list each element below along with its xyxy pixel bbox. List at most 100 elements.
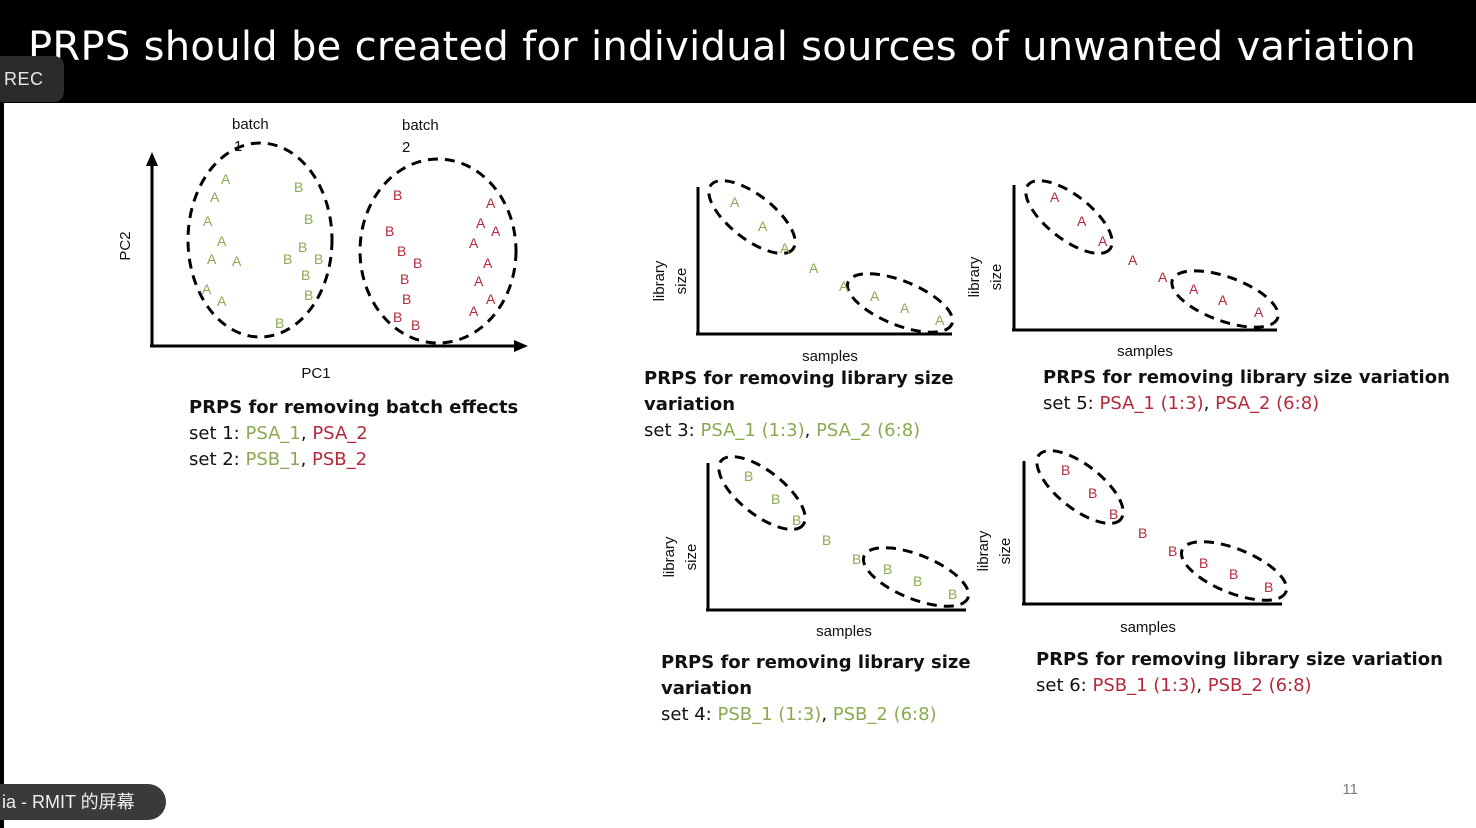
point-1: B <box>1061 462 1070 478</box>
point-A: A <box>207 251 217 267</box>
point-6: B <box>883 561 892 577</box>
set3-caption-heading-2: variation <box>644 394 736 415</box>
point-A: A <box>486 291 496 307</box>
batch1-ellipse <box>186 141 334 339</box>
recording-indicator[interactable]: REC <box>0 56 64 102</box>
point-A: A <box>491 223 501 239</box>
cluster-ellipse-1 <box>707 179 797 255</box>
y-axis-label-library: library <box>966 256 983 297</box>
point-B: B <box>393 187 402 203</box>
point-A: A <box>232 253 242 269</box>
point-5: A <box>839 278 849 294</box>
point-2: B <box>1088 485 1097 501</box>
set4-line: set 4: PSB_1 (1:3), PSB_2 (6:8) <box>661 704 937 725</box>
point-3: A <box>1098 233 1108 249</box>
sample-points: A A A A A A A A <box>730 194 945 328</box>
library-size-plot-set5: library size samples A A A A A A A A <box>966 179 1280 360</box>
x-axis-label: samples <box>1117 343 1173 360</box>
point-B: B <box>304 211 313 227</box>
batch-caption: PRPS for removing batch effects set 1: P… <box>189 395 518 473</box>
title-bar: PRPS should be created for individual so… <box>0 0 1476 103</box>
batch1-points: A A A A A A A A B B B B B B B B <box>202 171 323 331</box>
page-number: 11 <box>1342 781 1358 798</box>
point-A: A <box>217 293 227 309</box>
point-8: B <box>948 586 957 602</box>
set4-caption: PRPS for removing library size variation… <box>661 650 971 728</box>
library-size-plot-set3: library size samples A A A A A A A A <box>651 179 955 365</box>
point-B: B <box>397 243 406 259</box>
set6-psb1: PSB_1 (1:3) <box>1092 675 1197 696</box>
psa2-label: PSA_2 <box>312 423 368 444</box>
point-A: A <box>474 273 484 289</box>
cluster-ellipse-2 <box>1179 540 1289 602</box>
point-B: B <box>304 287 313 303</box>
set5-psa1: PSA_1 (1:3) <box>1099 393 1204 414</box>
library-size-plot-set4: library size samples B B B B B B B B <box>661 455 971 640</box>
x-axis-arrow <box>514 340 528 352</box>
point-4: A <box>1128 252 1138 268</box>
set3-psa2: PSA_2 (6:8) <box>816 420 921 441</box>
screen-share-label[interactable]: ia - RMIT 的屏幕 <box>0 784 166 820</box>
point-A: A <box>486 195 496 211</box>
point-6: A <box>1189 281 1199 297</box>
set6-caption: PRPS for removing library size variation… <box>1036 647 1443 699</box>
point-1: B <box>744 468 753 484</box>
psa1-label: PSA_1 <box>245 423 301 444</box>
set2-line: set 2: PSB_1, PSB_2 <box>189 447 518 473</box>
batch2-points: B B B B B B B B A A A A A A A A <box>385 187 501 333</box>
y-axis-label-size: size <box>997 538 1014 565</box>
point-4: B <box>1138 525 1147 541</box>
point-B: B <box>411 317 420 333</box>
point-1: A <box>1050 189 1060 205</box>
set3-psa1: PSA_1 (1:3) <box>700 420 805 441</box>
y-axis-label-library: library <box>975 530 992 571</box>
point-2: B <box>771 491 780 507</box>
point-3: B <box>792 512 801 528</box>
y-axis-label-library: library <box>651 260 668 301</box>
point-7: B <box>913 573 922 589</box>
point-B: B <box>400 271 409 287</box>
set5-psa2: PSA_2 (6:8) <box>1215 393 1320 414</box>
sample-points: B B B B B B B B <box>1061 462 1273 595</box>
set2-prefix: set 2: <box>189 449 246 470</box>
pc2-axis-label: PC2 <box>117 231 134 260</box>
batch2-label: batch <box>402 117 439 134</box>
x-axis-label: samples <box>816 623 872 640</box>
point-B: B <box>294 179 303 195</box>
slide-canvas: batch 1 batch 2 PC2 PC1 A A A A A A A A … <box>4 103 1476 828</box>
point-B: B <box>402 291 411 307</box>
point-4: A <box>809 260 819 276</box>
point-A: A <box>202 281 212 297</box>
batch1-label: batch <box>232 116 269 133</box>
point-A: A <box>210 189 220 205</box>
set3-line: set 3: PSA_1 (1:3), PSA_2 (6:8) <box>644 420 921 441</box>
set5-caption: PRPS for removing library size variation… <box>1043 365 1450 417</box>
point-5: B <box>852 551 861 567</box>
point-B: B <box>385 223 394 239</box>
set4-caption-heading-2: variation <box>661 678 753 699</box>
point-B: B <box>393 309 402 325</box>
x-axis-label: samples <box>802 348 858 365</box>
cluster-ellipse-2 <box>1170 269 1280 329</box>
y-axis-arrow <box>146 152 158 166</box>
set5-caption-heading: PRPS for removing library size variation <box>1043 367 1450 388</box>
cluster-ellipse-1 <box>717 455 807 531</box>
sample-points: A A A A A A A A <box>1050 189 1264 320</box>
y-axis-label-library: library <box>661 536 678 577</box>
set6-line: set 6: PSB_1 (1:3), PSB_2 (6:8) <box>1036 675 1312 696</box>
point-5: A <box>1158 269 1168 285</box>
set6-caption-heading: PRPS for removing library size variation <box>1036 649 1443 670</box>
set1-prefix: set 1: <box>189 423 246 444</box>
set4-psb1: PSB_1 (1:3) <box>717 704 822 725</box>
set3-caption-heading-1: PRPS for removing library size <box>644 368 954 389</box>
x-axis-label: samples <box>1120 619 1176 636</box>
library-size-plot-set6: library size samples B B B B B B B B <box>975 449 1289 636</box>
pc1-axis-label: PC1 <box>301 365 330 382</box>
point-8: B <box>1264 579 1273 595</box>
set5-line: set 5: PSA_1 (1:3), PSA_2 (6:8) <box>1043 393 1320 414</box>
point-7: A <box>1218 292 1228 308</box>
set3-caption: PRPS for removing library size variation… <box>644 366 954 444</box>
sample-points: B B B B B B B B <box>744 468 957 602</box>
point-8: A <box>1254 304 1264 320</box>
point-7: B <box>1229 566 1238 582</box>
